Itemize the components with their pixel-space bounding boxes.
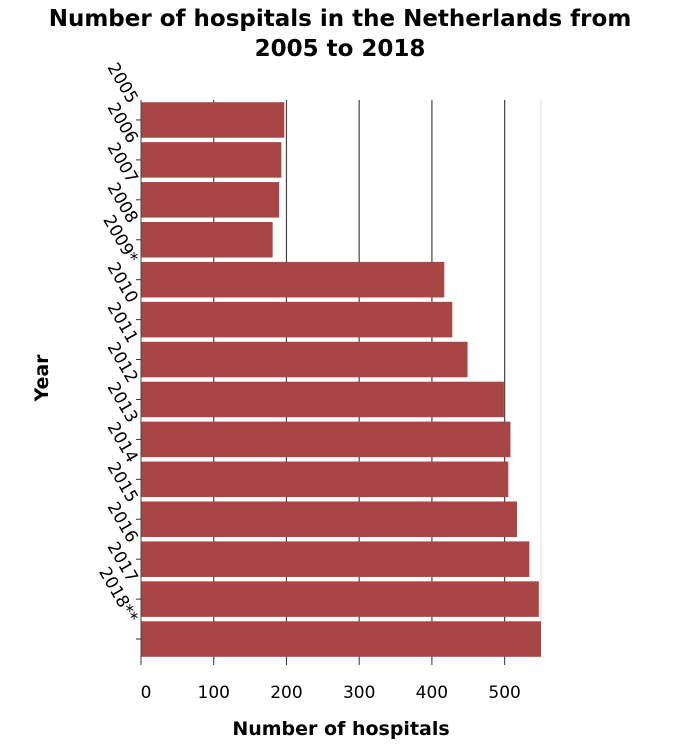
x-tick-labels: 0 100 200 300 400 500 <box>140 659 521 703</box>
y-tick-label-2007: 2007 <box>103 139 142 186</box>
x-tick-label-100: 100 <box>198 683 230 703</box>
x-tick-label-400: 400 <box>416 683 448 703</box>
bar-2009* <box>141 261 445 298</box>
bar-2016 <box>141 541 530 577</box>
y-tick-label-2014: 2014 <box>103 419 142 466</box>
bar-2011 <box>141 341 468 378</box>
y-tick-label-2012: 2012 <box>103 339 142 386</box>
bar-2010 <box>141 301 453 338</box>
y-tick-label-2010: 2010 <box>103 259 142 306</box>
bar-2018** <box>141 621 541 657</box>
bars <box>141 102 541 657</box>
x-tick-label-300: 300 <box>343 683 375 703</box>
bar-2015 <box>141 501 517 538</box>
x-tick-label-500: 500 <box>488 683 520 703</box>
x-axis-label: Number of hospitals <box>232 718 449 740</box>
bar-2012 <box>141 381 504 418</box>
y-tick-label-2011: 2011 <box>103 299 142 346</box>
y-tick-label-2006: 2006 <box>103 99 142 146</box>
y-tick-label-2016: 2016 <box>103 499 142 546</box>
bar-2017 <box>141 581 539 617</box>
y-tick-label-2015: 2015 <box>103 459 142 506</box>
bar-2008 <box>141 221 273 258</box>
y-tick-label-2013: 2013 <box>103 379 142 426</box>
chart-title-line-1: Number of hospitals in the Netherlands f… <box>48 6 632 32</box>
x-tick-label-0: 0 <box>141 683 152 703</box>
y-tick-labels: 20052006200720082009*2010201120122013201… <box>94 60 142 640</box>
bar-2014 <box>141 461 509 498</box>
bar-2007 <box>141 182 280 218</box>
x-tick-label-200: 200 <box>270 683 302 703</box>
bar-2006 <box>141 142 282 178</box>
chart-title-line-2: 2005 to 2018 <box>254 36 426 62</box>
chart-title: Number of hospitals in the Netherlands f… <box>0 4 680 64</box>
y-tick-label-2005: 2005 <box>103 60 142 107</box>
bar-2013 <box>141 421 511 458</box>
y-axis-label: Year <box>31 354 53 403</box>
bar-2005 <box>141 102 285 138</box>
